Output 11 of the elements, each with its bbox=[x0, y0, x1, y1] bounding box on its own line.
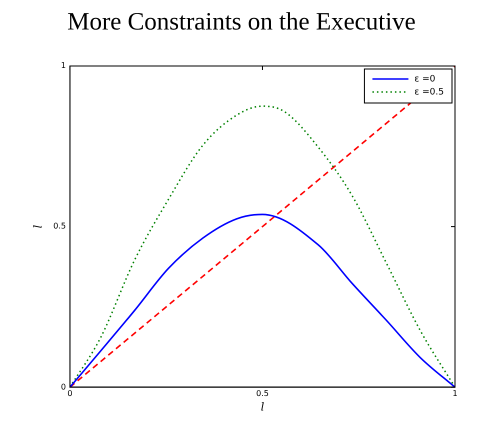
x-tick-label: 0 bbox=[67, 389, 72, 398]
chart-title: More Constraints on the Executive bbox=[67, 8, 416, 36]
y-tick-label: 0.5 bbox=[53, 222, 66, 231]
legend-label: ε =0 bbox=[414, 74, 436, 84]
y-axis-title: l bbox=[31, 224, 44, 228]
x-axis-title: l bbox=[260, 400, 265, 414]
y-tick-label: 0 bbox=[60, 382, 66, 392]
x-tick-label: 0.5 bbox=[256, 389, 269, 398]
y-tick-label: 1 bbox=[60, 61, 66, 70]
legend-label: ε =0.5 bbox=[414, 87, 444, 98]
x-tick-label: 1 bbox=[452, 389, 458, 398]
